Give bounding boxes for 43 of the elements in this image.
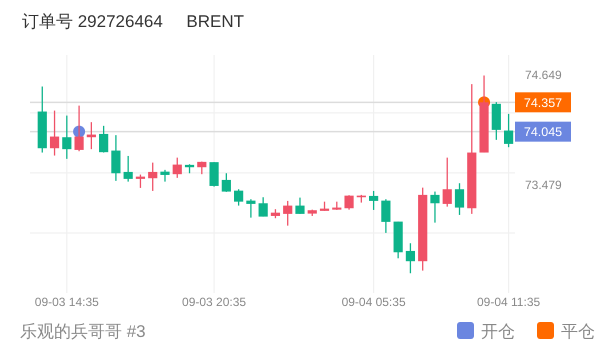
candlestick bbox=[234, 188, 244, 206]
candlestick bbox=[320, 201, 330, 212]
ref-line-label: 74.357 bbox=[524, 96, 562, 110]
candlestick bbox=[74, 104, 84, 152]
candlestick bbox=[381, 198, 390, 234]
y-tick-label: 73.479 bbox=[525, 178, 562, 192]
x-tick-label: 09-03 20:35 bbox=[182, 295, 246, 309]
candlestick bbox=[430, 190, 440, 224]
candlestick bbox=[172, 156, 182, 179]
candlestick bbox=[406, 242, 416, 274]
candlestick bbox=[99, 125, 108, 154]
legend-label: 开仓 bbox=[481, 322, 515, 341]
candlestick bbox=[504, 113, 514, 148]
candlestick bbox=[270, 208, 280, 219]
candlestick bbox=[197, 160, 206, 175]
candlestick bbox=[124, 155, 133, 182]
candlestick bbox=[86, 122, 96, 150]
candlestick bbox=[136, 174, 146, 189]
candlestick bbox=[283, 200, 292, 226]
candlestick bbox=[344, 194, 354, 210]
x-tick-label: 09-03 14:35 bbox=[34, 295, 100, 309]
candlestick bbox=[209, 161, 219, 188]
legend-label: 平仓 bbox=[561, 322, 595, 341]
x-tick-label: 09-04 05:35 bbox=[342, 295, 406, 309]
ref-line-label: 74.045 bbox=[524, 125, 562, 140]
candlestick bbox=[246, 198, 256, 218]
candlestick bbox=[160, 169, 170, 182]
chart-title: 订单号 292726464 BRENT bbox=[22, 12, 244, 31]
candlestick bbox=[222, 172, 231, 193]
y-tick-label: 74.649 bbox=[525, 68, 562, 82]
candlestick bbox=[62, 114, 72, 160]
text: 乐观的兵哥哥 #3 bbox=[20, 322, 146, 341]
candlestick bbox=[50, 110, 60, 156]
candlestick bbox=[295, 196, 305, 215]
candlestick bbox=[111, 134, 120, 182]
candlestick bbox=[258, 196, 268, 218]
candlestick bbox=[454, 182, 464, 216]
candlestick bbox=[148, 162, 158, 192]
candlestick bbox=[332, 201, 342, 211]
candlestick bbox=[442, 156, 452, 208]
x-tick-label: 09-04 11:35 bbox=[477, 295, 540, 309]
candlestick bbox=[369, 190, 378, 211]
candlestick bbox=[356, 194, 366, 204]
